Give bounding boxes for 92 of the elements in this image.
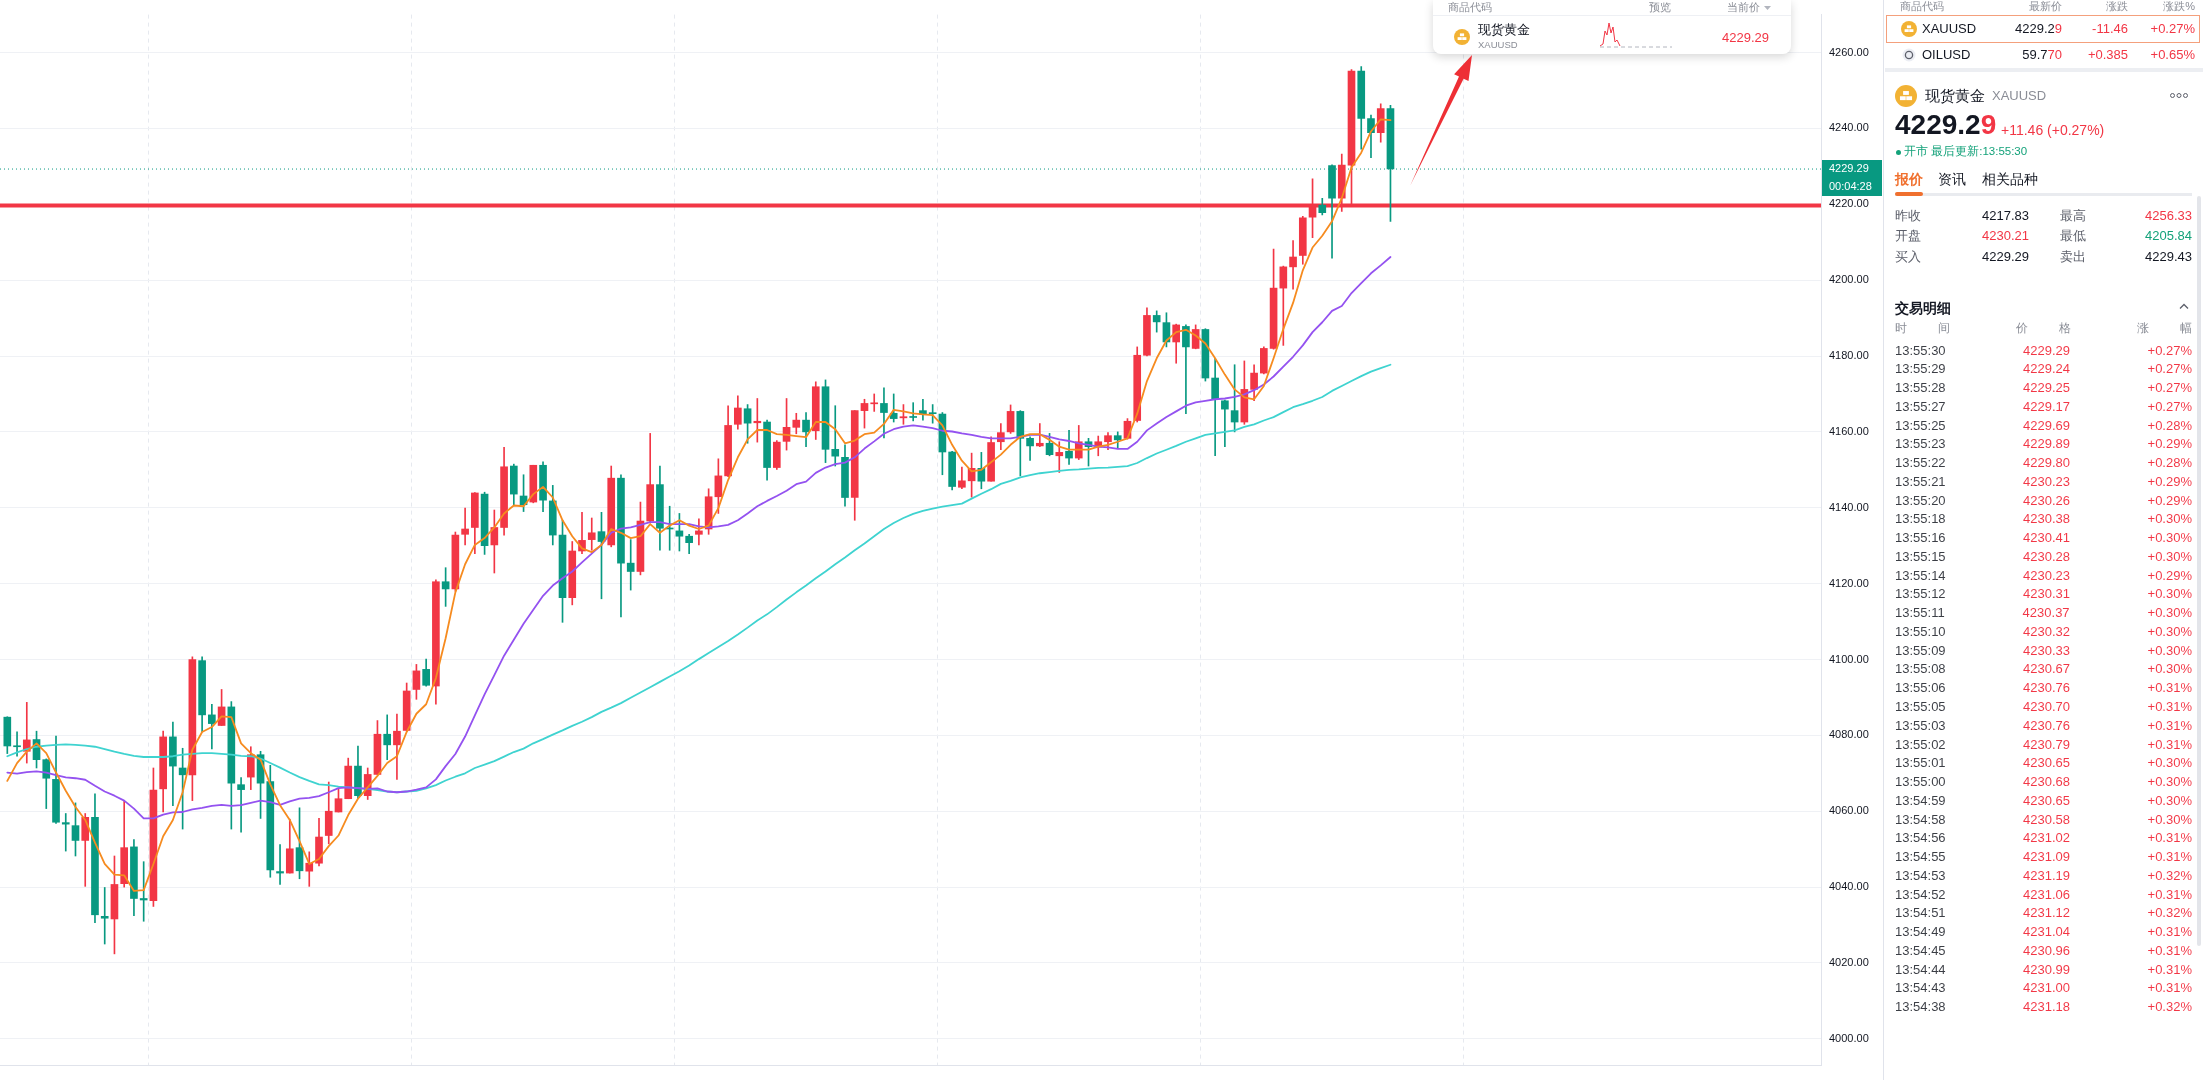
text: 13:55:16 4230.41 +0.30% [1895, 530, 2192, 547]
text: 13:54:49 4231.04 +0.31% [1895, 924, 2192, 941]
text: 13:55:10 4230.32 +0.30% [1895, 623, 2192, 640]
text: 13:55:15 4230.28 +0.30% [1895, 548, 2192, 565]
text: 13:55:29 4229.24 +0.27% [1895, 361, 2192, 378]
text: 13:55:03 4230.76 +0.31% [1895, 717, 2192, 734]
text: 13:55:25 4229.69 +0.28% [1895, 417, 2192, 434]
text: 4217.83 [1982, 207, 2029, 224]
text: 4229.43 [2145, 248, 2192, 265]
text: 13:55:02 4230.79 +0.31% [1895, 736, 2192, 753]
text: 4229.29 [1895, 109, 1997, 142]
text: 13:55:09 4230.33 +0.30% [1895, 642, 2192, 659]
text: 最新价 [2029, 0, 2062, 13]
text: 13:54:43 4231.00 +0.31% [1895, 980, 2192, 997]
text: 00:04:28 [1829, 180, 1872, 193]
y-tick-label: 4120.00 [1829, 576, 1869, 589]
text: 13:54:51 4231.12 +0.32% [1895, 905, 2192, 922]
text: 交易明细 [1895, 300, 1951, 317]
text: 13:54:44 4230.99 +0.31% [1895, 961, 2192, 978]
text: 13:55:01 4230.65 +0.30% [1895, 755, 2192, 772]
text: 报价 [1895, 171, 1923, 188]
text: 13:55:30 4229.29 +0.27% [1895, 342, 2192, 359]
text: 时间 价格 涨幅 [1895, 321, 2192, 336]
text: 4229.29 [1982, 248, 2029, 265]
text: 资讯 [1938, 171, 1966, 188]
y-tick-label: 4160.00 [1829, 424, 1869, 437]
text: 13:54:58 4230.58 +0.30% [1895, 811, 2192, 828]
text: 13:54:59 4230.65 +0.30% [1895, 792, 2192, 809]
text: 买入 [1895, 248, 1921, 265]
text: 13:54:52 4231.06 +0.31% [1895, 886, 2192, 903]
text: 最低 [2060, 228, 2086, 244]
y-tick-label: 4080.00 [1829, 728, 1869, 741]
text: 13:55:08 4230.67 +0.30% [1895, 661, 2192, 678]
text: 13:55:22 4229.80 +0.28% [1895, 455, 2192, 472]
text: 59.770 [2022, 46, 2062, 63]
text: 商品代码 [1900, 0, 1944, 13]
text: 当前价 [1727, 1, 1760, 14]
text: 预览 [1649, 1, 1671, 14]
text: 13:54:56 4231.02 +0.31% [1895, 830, 2192, 847]
text: 13:55:11 4230.37 +0.30% [1895, 605, 2192, 622]
text: 4229.29 [1722, 30, 1769, 46]
text: 13:54:45 4230.96 +0.31% [1895, 942, 2192, 959]
text: 最高 [2060, 207, 2086, 224]
text: 商品代码 [1448, 1, 1492, 14]
text: 13:54:55 4231.09 +0.31% [1895, 849, 2192, 865]
text: 开盘 [1895, 228, 1921, 244]
y-tick-label: 4180.00 [1829, 349, 1869, 362]
ref-line-label: 4229.29 [1829, 162, 1869, 175]
text: 13:55:18 4230.38 +0.30% [1895, 511, 2192, 528]
text: 现货黄金 [1925, 87, 1985, 105]
text: OILUSD [1922, 46, 1971, 63]
text: 涨跌% [2163, 0, 2195, 13]
y-tick-label: 4200.00 [1829, 273, 1869, 286]
text: 开市 最后更新:13:55:30 [1904, 145, 2028, 159]
text: XAUUSD [1478, 39, 1518, 51]
text: 13:54:53 4231.19 +0.32% [1895, 867, 2192, 884]
text: -11.46 [2092, 20, 2128, 37]
text: 13:55:20 4230.26 +0.29% [1895, 492, 2192, 509]
text: 13:55:12 4230.31 +0.30% [1895, 586, 2192, 603]
text: 13:55:06 4230.76 +0.31% [1895, 680, 2192, 697]
y-tick-label: 4000.00 [1829, 1031, 1869, 1044]
y-tick-label: 4020.00 [1829, 956, 1869, 969]
y-tick-label: 4260.00 [1829, 45, 1869, 58]
y-tick-label: 4060.00 [1829, 804, 1869, 817]
text: 13:55:28 4229.25 +0.27% [1895, 380, 2192, 396]
text: 13:55:05 4230.70 +0.31% [1895, 698, 2192, 715]
text: 涨跌 [2106, 0, 2128, 13]
y-tick-label: 4100.00 [1829, 652, 1869, 665]
text: 4229.29 [2015, 20, 2062, 37]
text: 13:55:23 4229.89 +0.29% [1895, 436, 2192, 453]
y-tick-label: 4240.00 [1829, 121, 1869, 134]
y-tick-label: 4220.00 [1829, 197, 1869, 210]
y-tick-label: 4140.00 [1829, 500, 1869, 513]
text: 卖出 [2060, 248, 2086, 265]
text: XAUUSD [1922, 20, 1977, 37]
text: 现货黄金 [1478, 22, 1530, 38]
text: +0.27% [2150, 20, 2195, 37]
text: +11.46 (+0.27%) [2001, 122, 2105, 139]
text: 13:55:27 4229.17 +0.27% [1895, 398, 2192, 415]
text: 13:54:38 4231.18 +0.32% [1895, 999, 2192, 1016]
y-tick-label: 4040.00 [1829, 880, 1869, 893]
text: 4256.33 [2145, 207, 2192, 224]
text: 相关品种 [1982, 171, 2038, 188]
text: 昨收 [1895, 207, 1921, 224]
text: 13:55:14 4230.23 +0.29% [1895, 567, 2192, 584]
text: +0.385 [2087, 46, 2128, 63]
text: XAUUSD [1992, 88, 2047, 104]
text: 4205.84 [2145, 228, 2192, 244]
text: 4230.21 [1982, 228, 2029, 244]
text: +0.65% [2150, 46, 2195, 63]
text: 13:55:21 4230.23 +0.29% [1895, 473, 2192, 490]
text: 13:55:00 4230.68 +0.30% [1895, 774, 2192, 790]
